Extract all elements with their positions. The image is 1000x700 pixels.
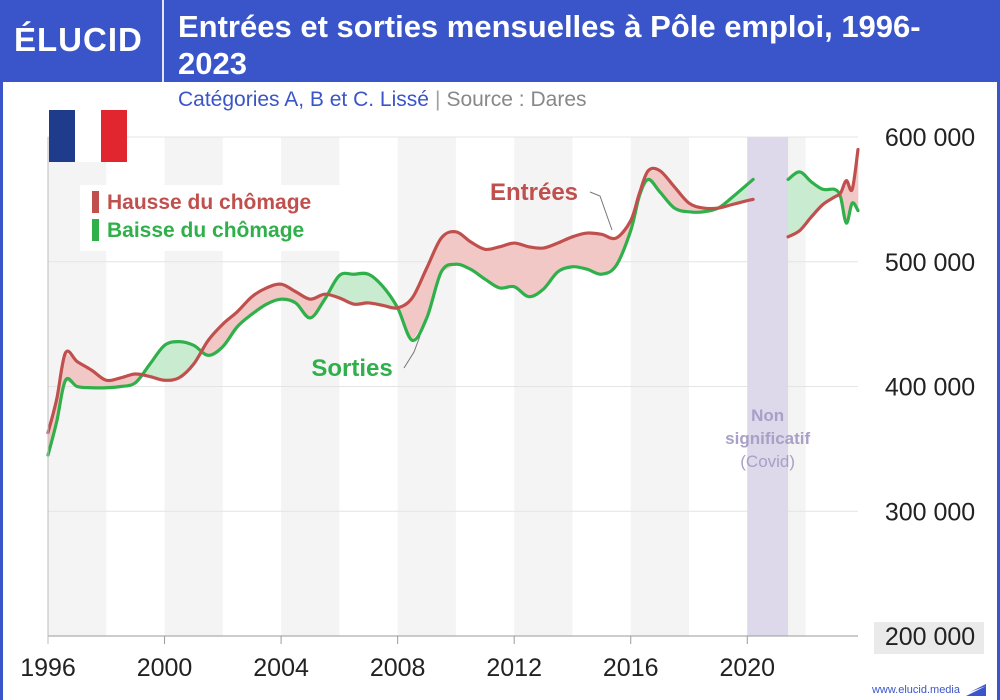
frame-left-border: [0, 0, 3, 700]
source-text: Source : Dares: [446, 88, 587, 111]
legend-item-hausse: Hausse du chômage: [92, 191, 311, 215]
website-footer[interactable]: www.elucid.media: [871, 684, 960, 696]
elucid-mark-icon: [966, 684, 986, 696]
legend-item-baisse: Baisse du chômage: [92, 219, 304, 243]
y-tick-label: 500 000: [885, 249, 975, 277]
baisse-area: [353, 273, 369, 305]
legend-swatch-baisse: [92, 219, 99, 241]
hausse-area: [499, 242, 515, 289]
flag-white-stripe: [75, 110, 101, 162]
elucid-logo[interactable]: ÉLUCID: [14, 21, 143, 58]
baisse-area: [164, 341, 180, 381]
x-tick-label: 2008: [370, 654, 426, 682]
entrees-label: Entrées: [490, 179, 578, 206]
sorties-label: Sorties: [311, 355, 392, 382]
logo-box: ÉLUCID: [0, 0, 164, 82]
legend-label-baisse: Baisse du chômage: [107, 219, 305, 242]
chart-title: Entrées et sorties mensuelles à Pôle emp…: [178, 9, 921, 81]
x-tick-label: 2020: [719, 654, 775, 682]
y-min-label-box: [874, 622, 984, 654]
subtitle-text: Catégories A, B et C. Lissé: [178, 88, 429, 111]
sorties-line: [786, 170, 860, 225]
x-tick-label: 1996: [20, 654, 76, 682]
legend-swatch-hausse: [92, 191, 99, 213]
x-tick-label: 2004: [253, 654, 309, 682]
hausse-area: [572, 232, 588, 270]
baisse-area: [787, 171, 801, 238]
entrees-leader-line: [589, 191, 613, 231]
subtitle-line: Catégories A, B et C. Lissé | Source : Dar…: [178, 88, 587, 112]
y-tick-label: 600 000: [885, 124, 975, 152]
header-bar: ÉLUCID Entrées et sorties mensuelles à P…: [0, 0, 1000, 82]
france-flag-icon: [49, 110, 127, 162]
flag-red-stripe: [101, 110, 127, 162]
x-tick-label: 2012: [486, 654, 542, 682]
hausse-area: [586, 232, 602, 275]
x-tick-label: 2016: [603, 654, 659, 682]
covid-annotation-line: Non: [751, 406, 784, 425]
legend-label-hausse: Hausse du chômage: [107, 191, 312, 214]
flag-blue-stripe: [49, 110, 75, 162]
covid-annotation-line: significatif: [725, 429, 810, 448]
frame-right-border: [997, 0, 1000, 700]
x-tick-label: 2000: [137, 654, 193, 682]
subtitle-separator: |: [434, 88, 441, 111]
legend: Hausse du chômage Baisse du chômage: [80, 185, 358, 251]
covid-annotation-line: (Covid): [740, 452, 795, 471]
sorties-leader-line: [403, 335, 421, 369]
y-tick-label: 200 000: [885, 623, 975, 651]
y-tick-label: 400 000: [885, 374, 975, 402]
covid-band: [747, 137, 789, 636]
y-tick-label: 300 000: [885, 498, 975, 526]
entrees-line: [786, 147, 860, 239]
entrees-line: [46, 166, 755, 435]
